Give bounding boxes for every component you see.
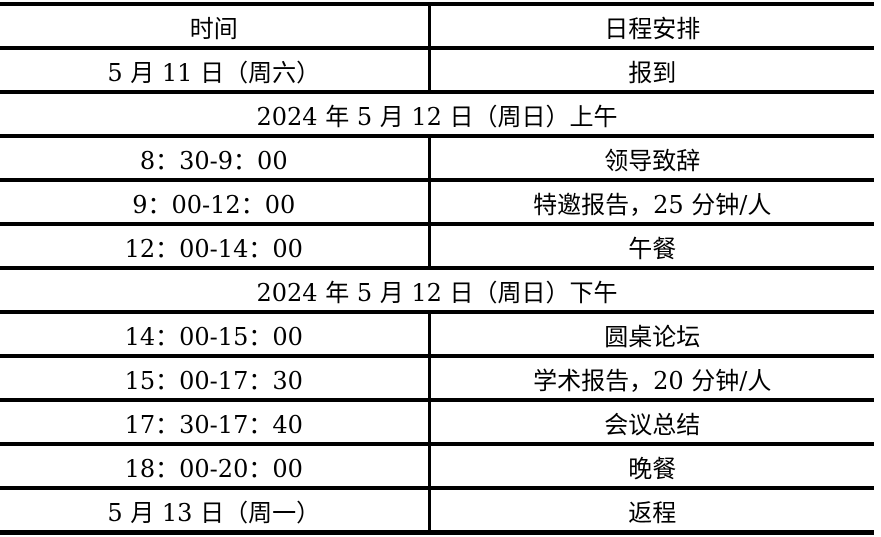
table-row: 12：00-14：00 午餐 xyxy=(0,224,874,270)
event-cell: 会议总结 xyxy=(429,400,874,446)
table-row: 8：30-9：00 领导致辞 xyxy=(0,136,874,182)
section-row: 2024 年 5 月 12 日（周日）下午 xyxy=(0,268,874,314)
time-cell: 15：00-17：30 xyxy=(0,356,431,402)
table-row: 5 月 11 日（周六） 报到 xyxy=(0,48,874,94)
table-row: 9：00-12：00 特邀报告，25 分钟/人 xyxy=(0,180,874,226)
time-cell: 18：00-20：00 xyxy=(0,444,431,490)
time-cell: 9：00-12：00 xyxy=(0,180,431,226)
event-cell: 报到 xyxy=(429,48,874,94)
time-cell: 14：00-15：00 xyxy=(0,312,431,358)
event-cell: 领导致辞 xyxy=(429,136,874,182)
table-row: 15：00-17：30 学术报告，20 分钟/人 xyxy=(0,356,874,402)
time-cell: 5 月 13 日（周一） xyxy=(0,488,431,535)
header-cell-schedule: 日程安排 xyxy=(429,4,874,50)
time-cell: 12：00-14：00 xyxy=(0,224,431,270)
table-row: 18：00-20：00 晚餐 xyxy=(0,444,874,490)
table-row: 14：00-15：00 圆桌论坛 xyxy=(0,312,874,358)
time-cell: 5 月 11 日（周六） xyxy=(0,48,431,94)
event-cell: 圆桌论坛 xyxy=(429,312,874,358)
section-cell: 2024 年 5 月 12 日（周日）上午 xyxy=(0,92,874,138)
time-cell: 17：30-17：40 xyxy=(0,400,431,446)
event-cell: 返程 xyxy=(429,488,874,535)
event-cell: 特邀报告，25 分钟/人 xyxy=(429,180,874,226)
section-cell: 2024 年 5 月 12 日（周日）下午 xyxy=(0,268,874,314)
table-row: 17：30-17：40 会议总结 xyxy=(0,400,874,446)
section-row: 2024 年 5 月 12 日（周日）上午 xyxy=(0,92,874,138)
time-cell: 8：30-9：00 xyxy=(0,136,431,182)
event-cell: 午餐 xyxy=(429,224,874,270)
header-cell-time: 时间 xyxy=(0,4,431,50)
table-row: 5 月 13 日（周一） 返程 xyxy=(0,488,874,535)
event-cell: 晚餐 xyxy=(429,444,874,490)
event-cell: 学术报告，20 分钟/人 xyxy=(429,356,874,402)
header-row: 时间 日程安排 xyxy=(0,4,874,50)
